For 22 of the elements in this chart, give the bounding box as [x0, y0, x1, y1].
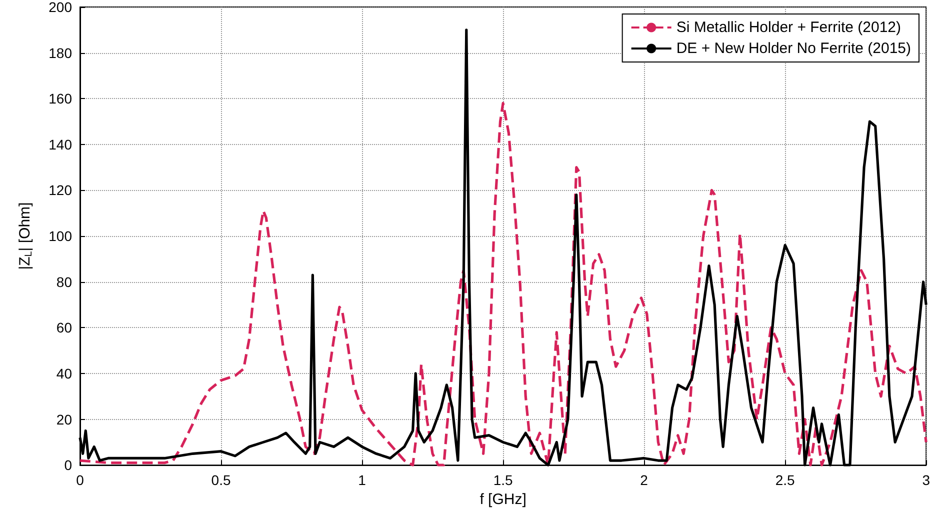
legend-label: DE + New Holder No Ferrite (2015)	[676, 40, 912, 57]
x-tick-label: 0	[76, 472, 84, 488]
y-tick-label: 0	[64, 457, 72, 474]
x-tick-label: 0.5	[211, 472, 231, 488]
y-tick-label: 160	[48, 90, 72, 107]
y-tick-label: 140	[48, 136, 72, 152]
x-axis-title: f [GHz]	[480, 491, 526, 508]
y-tick-label: 40	[56, 365, 72, 382]
x-tick-label: 2.5	[775, 472, 796, 488]
x-tick-label: 3	[922, 472, 930, 488]
y-tick-label: 80	[56, 274, 72, 290]
x-tick-label: 2	[640, 472, 648, 488]
y-axis-title: |ZL| [Ohm]	[16, 202, 34, 270]
y-tick-label: 60	[56, 320, 72, 336]
y-tick-label: 100	[48, 228, 72, 244]
y-tick-label: 200	[48, 0, 72, 15]
y-tick-label: 20	[56, 411, 72, 428]
x-tick-label: 1.5	[493, 472, 513, 488]
x-tick-label: 1	[358, 472, 366, 488]
y-tick-label: 120	[48, 182, 72, 198]
y-tick-label: 180	[48, 44, 72, 61]
legend-label: Si Metallic Holder + Ferrite (2012)	[676, 19, 902, 36]
